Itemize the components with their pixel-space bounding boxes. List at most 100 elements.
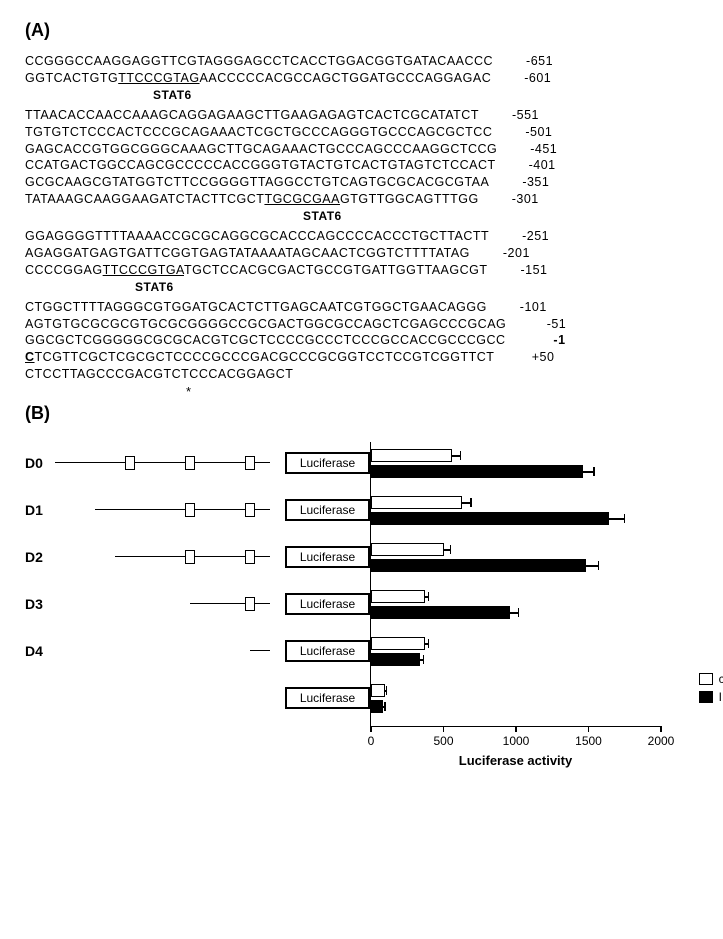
x-tick	[660, 726, 662, 732]
x-tick-label: 0	[368, 734, 375, 748]
sequence-row: GGAGGGGTTTTAAAACCGCGCAGGCGCACCCAGCCCCACC…	[25, 228, 698, 245]
stat-site-box	[185, 503, 195, 517]
sequence-position: -551	[499, 107, 539, 124]
luciferase-box: Luciferase	[285, 452, 370, 474]
panel-a-label: (A)	[25, 20, 698, 41]
sequence-text: CCCCGGAGTTCCCGTGATGCTCCACGCGACTGCCGTGATT…	[25, 262, 488, 279]
sequence-text: CCATGACTGGCCAGCGCCCCCACCGGGTGTACTGTCACTG…	[25, 157, 496, 174]
sequence-text: CCGGGCCAAGGAGGTTCGTAGGGAGCCTCACCTGGACGGT…	[25, 53, 493, 70]
sequence-position: -451	[517, 141, 557, 158]
stat-site-box	[185, 550, 195, 564]
sequence-block: CTGGCTTTTAGGGCGTGGATGCACTCTTGAGCAATCGTGG…	[25, 299, 698, 397]
bar-cont	[371, 496, 462, 509]
legend-cont: cont	[699, 672, 723, 686]
sequence-position: -101	[507, 299, 547, 316]
construct-diagram: Luciferase	[55, 545, 370, 569]
x-tick	[370, 726, 372, 732]
stat-site-box	[245, 550, 255, 564]
construct-row: D0Luciferase	[25, 444, 370, 481]
construct-label: D4	[25, 643, 55, 659]
sequence-text: GGTCACTGTGTTCCCGTAGAACCCCCACGCCAGCTGGATG…	[25, 70, 491, 87]
construct-diagram: Luciferase	[55, 451, 370, 475]
stat6-label: STAT6	[25, 87, 698, 101]
legend-il13: IL-13	[699, 690, 723, 704]
construct-row: D1 Luciferase	[25, 491, 370, 528]
construct-label: D1	[25, 502, 55, 518]
sequence-row: TTAACACCAACCAAAGCAGGAGAAGCTTGAAGAGAGTCAC…	[25, 107, 698, 124]
sequence-position: -401	[516, 157, 556, 174]
bar-il13	[371, 512, 609, 525]
sequence-position: +50	[514, 349, 554, 366]
construct-row: D2Luciferase	[25, 538, 370, 575]
x-axis-label: Luciferase activity	[459, 753, 572, 768]
x-tick-label: 1000	[503, 734, 530, 748]
sequence-row: AGAGGATGAGTGATTCGGTGAGTATAAAATAGCAACTCGG…	[25, 245, 698, 262]
bar-il13	[371, 700, 383, 713]
sequence-position: -601	[511, 70, 551, 87]
sequence-text: AGTGTGCGCGCGTGCGCGGGGCCGCGACTGGCGCCAGCTC…	[25, 316, 506, 333]
sequence-text: TATAAAGCAAGGAAGATCTACTTCGCTTGCGCGAAGTGTT…	[25, 191, 479, 208]
bar-il13	[371, 653, 420, 666]
bar-cont	[371, 449, 452, 462]
legend-box-il13	[699, 691, 713, 703]
sequence-position: -351	[509, 174, 549, 191]
construct-diagram: Luciferase	[55, 592, 370, 616]
stat6-label: STAT6	[25, 279, 698, 293]
sequence-panel: CCGGGCCAAGGAGGTTCGTAGGGAGCCTCACCTGGACGGT…	[25, 53, 698, 397]
construct-row: D4Luciferase	[25, 632, 370, 669]
x-tick	[515, 726, 517, 732]
sequence-position: -151	[508, 262, 548, 279]
sequence-row: CCATGACTGGCCAGCGCCCCCACCGGGTGTACTGTCACTG…	[25, 157, 698, 174]
plot-area: 0500100015002000Luciferase activity	[370, 442, 660, 727]
bar-cont	[371, 590, 425, 603]
x-tick	[443, 726, 445, 732]
luciferase-box: Luciferase	[285, 687, 370, 709]
bar-cont	[371, 684, 385, 697]
panel-b-label: (B)	[25, 403, 698, 424]
bar-cont	[371, 637, 425, 650]
legend-label-cont: cont	[719, 672, 723, 686]
asterisk-marker: *	[25, 383, 698, 397]
stat-site-box	[125, 456, 135, 470]
construct-label: D3	[25, 596, 55, 612]
x-tick-label: 2000	[648, 734, 675, 748]
legend-box-cont	[699, 673, 713, 685]
sequence-row: CTCCTTAGCCCGACGTCTCCCACGGAGCT	[25, 366, 698, 383]
stat-site-box	[245, 456, 255, 470]
sequence-text: AGAGGATGAGTGATTCGGTGAGTATAAAATAGCAACTCGG…	[25, 245, 470, 262]
sequence-position: -51	[526, 316, 566, 333]
panel-b: D0LuciferaseD1LuciferaseD2LuciferaseD3Lu…	[25, 442, 698, 782]
sequence-text: GGAGGGGTTTTAAAACCGCGCAGGCGCACCCAGCCCCACC…	[25, 228, 489, 245]
sequence-row: CCCCGGAGTTCCCGTGATGCTCCACGCGACTGCCGTGATT…	[25, 262, 698, 279]
sequence-block: GGAGGGGTTTTAAAACCGCGCAGGCGCACCCAGCCCCACC…	[25, 228, 698, 293]
construct-diagram: Luciferase	[55, 639, 370, 663]
bar-cont	[371, 543, 444, 556]
sequence-text: CTCCTTAGCCCGACGTCTCCCACGGAGCT	[25, 366, 293, 383]
luciferase-box: Luciferase	[285, 546, 370, 568]
sequence-position: -1	[526, 332, 566, 349]
luciferase-box: Luciferase	[285, 499, 370, 521]
sequence-position	[313, 366, 353, 383]
sequence-text: CTCGTTCGCTCGCGCTCCCCGCCCGACGCCCGCGGTCCTC…	[25, 349, 494, 366]
sequence-row: CTCGTTCGCTCGCGCTCCCCGCCCGACGCCCGCGGTCCTC…	[25, 349, 698, 366]
bar-il13	[371, 465, 583, 478]
bar-il13	[371, 606, 510, 619]
sequence-row: GAGCACCGTGGCGGGCAAAGCTTGCAGAAACTGCCCAGCC…	[25, 141, 698, 158]
luciferase-chart: 0500100015002000Luciferase activity cont…	[370, 442, 698, 782]
construct-row: Luciferase	[25, 679, 370, 716]
sequence-row: TATAAAGCAAGGAAGATCTACTTCGCTTGCGCGAAGTGTT…	[25, 191, 698, 208]
constructs-column: D0LuciferaseD1LuciferaseD2LuciferaseD3Lu…	[25, 442, 370, 782]
sequence-text: GCGCAAGCGTATGGTCTTCCGGGGTTAGGCCTGTCAGTGC…	[25, 174, 489, 191]
sequence-row: AGTGTGCGCGCGTGCGCGGGGCCGCGACTGGCGCCAGCTC…	[25, 316, 698, 333]
sequence-row: GGCGCTCGGGGGCGCGCACGTCGCTCCCCGCCCTCCCGCC…	[25, 332, 698, 349]
sequence-position: -251	[509, 228, 549, 245]
stat-site-box	[245, 597, 255, 611]
x-tick-label: 500	[433, 734, 453, 748]
sequence-text: CTGGCTTTTAGGGCGTGGATGCACTCTTGAGCAATCGTGG…	[25, 299, 487, 316]
sequence-block: CCGGGCCAAGGAGGTTCGTAGGGAGCCTCACCTGGACGGT…	[25, 53, 698, 101]
stat-site-box	[185, 456, 195, 470]
bar-il13	[371, 559, 586, 572]
sequence-row: TGTGTCTCCCACTCCCGCAGAAACTCGCTGCCCAGGGTGC…	[25, 124, 698, 141]
stat-site-box	[245, 503, 255, 517]
x-tick-label: 1500	[575, 734, 602, 748]
